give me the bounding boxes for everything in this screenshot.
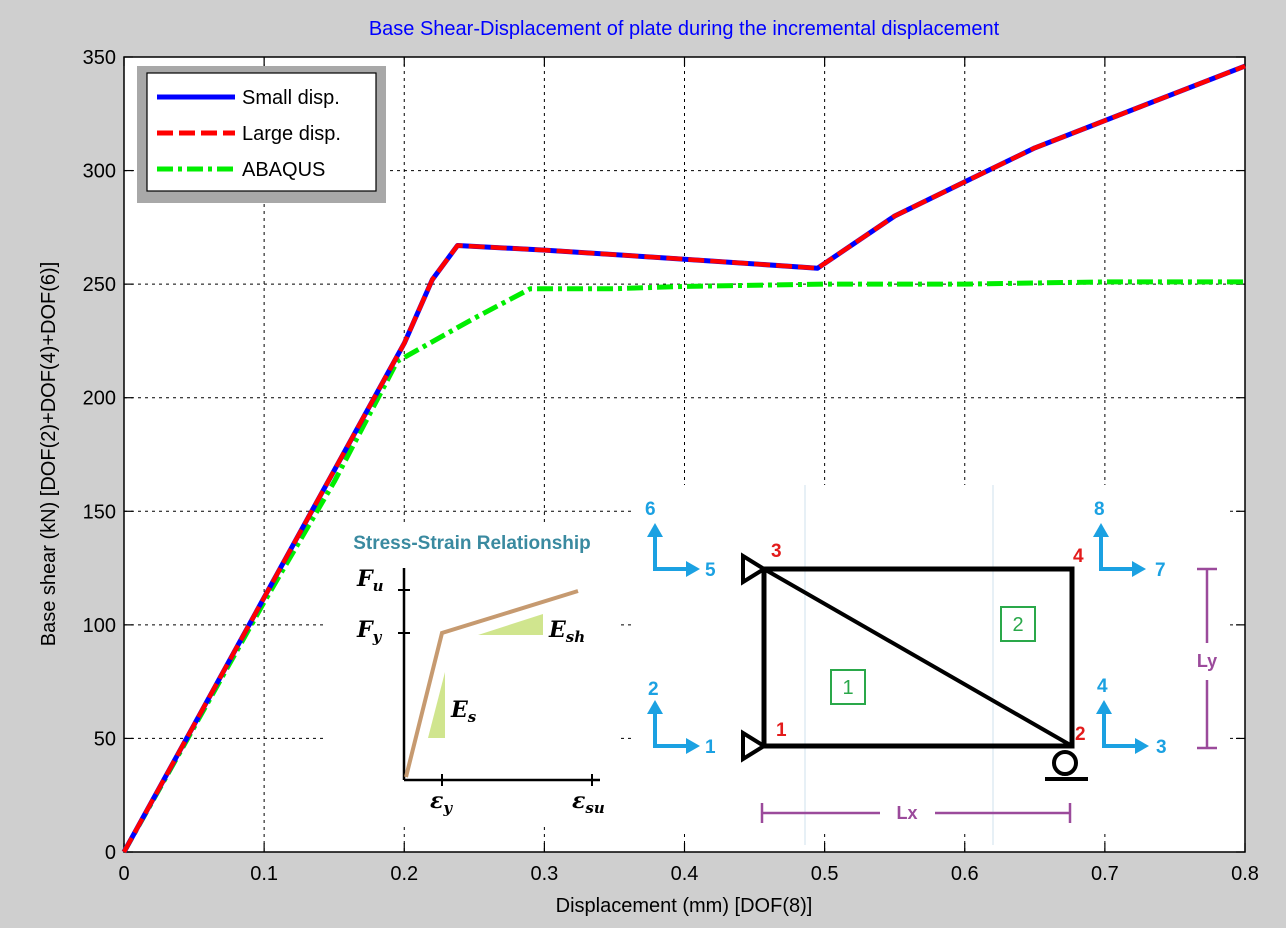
dof-arrowhead-3 (1135, 738, 1149, 754)
node-label-4: 4 (1073, 546, 1084, 567)
inset-background (325, 523, 620, 823)
dof-arrows-node-4 (1099, 535, 1136, 571)
dof-label-7: 7 (1155, 560, 1166, 581)
x-tick-label: 0.5 (811, 863, 839, 885)
y-tick-label: 350 (83, 47, 116, 69)
fu-label: Fu (356, 566, 384, 595)
x-tick-label: 0.1 (250, 863, 278, 885)
es-triangle (428, 672, 445, 738)
series-lines (121, 63, 1246, 854)
dof-label-6: 6 (645, 499, 656, 520)
roller-support (1052, 750, 1078, 776)
dof-arrowhead-8 (1093, 523, 1109, 537)
dof-arrows-node-3 (653, 535, 690, 571)
series-line-abaqus (121, 279, 1245, 854)
stress-strain-curve (404, 589, 579, 778)
y-tick-label: 0 (105, 842, 116, 864)
node-label-2: 2 (1075, 724, 1086, 745)
lx-label: Lx (896, 803, 917, 823)
y-tick-label: 250 (83, 274, 116, 296)
dof-arrowhead-1 (686, 738, 700, 754)
dof-label-2: 2 (648, 679, 659, 700)
chart-title: Base Shear-Displacement of plate during … (369, 18, 1000, 40)
dof-label-4: 4 (1097, 676, 1108, 697)
esh-label: Esh (548, 617, 585, 646)
fy-label: Fy (356, 617, 383, 646)
dof-arrowhead-4 (1096, 700, 1112, 714)
dof-label-8: 8 (1094, 499, 1105, 520)
y-tick-label: 300 (83, 161, 116, 183)
node-label-1: 1 (776, 720, 787, 741)
element-box-2 (1000, 606, 1036, 642)
node-label-3: 3 (771, 541, 782, 562)
tick-labels: 0 0.1 0.2 0.3 0.4 0.5 0.6 0.7 0.8 0 50 100 150 200 250… (83, 47, 1259, 885)
ly-label: Ly (1197, 651, 1217, 671)
dof-label-5: 5 (705, 560, 716, 581)
x-axis-label: Displacement (mm) [DOF(8)] (556, 895, 813, 917)
dof-arrowhead-2 (647, 700, 663, 714)
y-tick-label: 150 (83, 501, 116, 523)
dof-label-1: 1 (705, 737, 716, 758)
pin-support-top (741, 552, 768, 586)
es-label: Es (450, 697, 477, 726)
pin-support-bottom (741, 729, 768, 763)
x-tick-label: 0.4 (671, 863, 699, 885)
stress-strain-inset: Stress-Strain Relationship Fu Fy Es Esh … (325, 523, 620, 823)
x-tick-label: 0.7 (1091, 863, 1119, 885)
element-box-1 (830, 669, 866, 705)
dof-arrowhead-5 (686, 561, 700, 577)
dof-arrows-node-1 (653, 712, 690, 748)
plate-outline (761, 566, 1075, 749)
legend-label-small: Small disp. (242, 87, 340, 109)
dof-arrows-node-2 (1102, 712, 1139, 748)
x-tick-label: 0.3 (530, 863, 558, 885)
y-axis-label: Base shear (kN) [DOF(2)+DOF(4)+DOF(6)] (38, 262, 60, 647)
legend: Small disp. Large disp. ABAQUS (137, 66, 386, 203)
ey-label: εy (430, 788, 453, 817)
y-tick-label: 100 (83, 615, 116, 637)
esu-label: εsu (572, 788, 605, 817)
schematic-background (632, 485, 1230, 832)
esh-triangle (478, 614, 543, 635)
legend-label-large: Large disp. (242, 123, 341, 145)
x-tick-label: 0.8 (1231, 863, 1259, 885)
series-line-large-disp (122, 64, 1246, 854)
legend-label-abaqus: ABAQUS (242, 159, 325, 181)
element-label-1: 1 (842, 677, 853, 699)
plate-diagonal (763, 567, 1073, 748)
dof-label-3: 3 (1156, 737, 1167, 758)
lx-dimension (760, 803, 1072, 823)
inset-title: Stress-Strain Relationship (353, 533, 591, 554)
element-label-2: 2 (1012, 614, 1023, 636)
x-tick-label: 0.6 (951, 863, 979, 885)
dof-arrowhead-7 (1132, 561, 1146, 577)
dof-arrowhead-6 (647, 523, 663, 537)
ly-dimension (1197, 567, 1217, 750)
y-tick-label: 50 (94, 728, 116, 750)
plate-schematic: 1 2 3 4 1 2 1 2 3 4 (632, 485, 1230, 845)
x-tick-label: 0 (118, 863, 129, 885)
x-tick-label: 0.2 (390, 863, 418, 885)
y-tick-label: 200 (83, 388, 116, 410)
